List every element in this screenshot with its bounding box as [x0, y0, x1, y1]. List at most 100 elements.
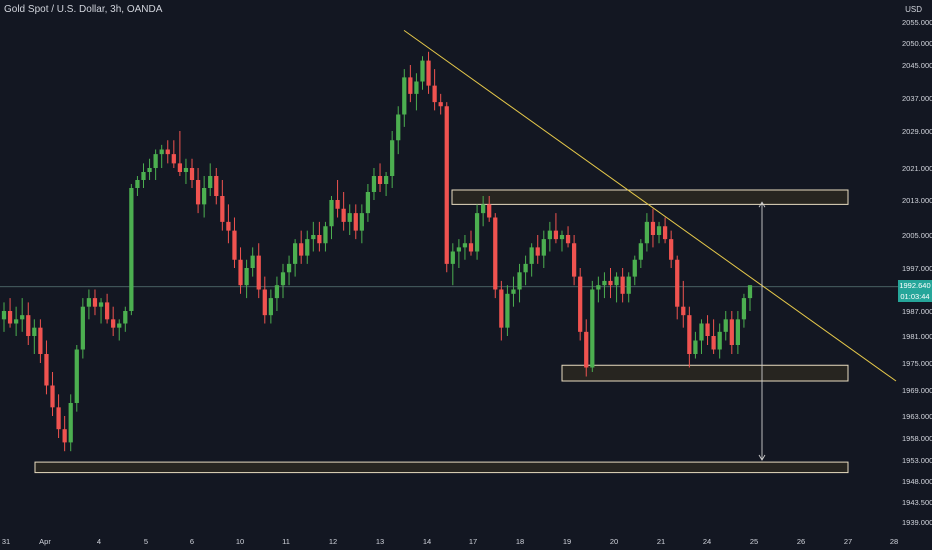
candle-body	[444, 106, 449, 264]
y-tick-label: 2013.000	[902, 196, 932, 205]
x-tick-label: 26	[797, 537, 805, 546]
projection-arrow-head-top	[758, 201, 766, 208]
trendline	[403, 29, 897, 382]
candle-body	[420, 60, 425, 82]
candle-body	[559, 235, 565, 240]
candle-body	[650, 221, 656, 235]
zone-support	[561, 364, 849, 382]
candle-body	[299, 243, 304, 256]
candle-body	[14, 319, 19, 324]
candle-body	[620, 276, 625, 294]
candle-body	[268, 298, 273, 316]
candle-body	[80, 306, 85, 350]
candle-body	[32, 327, 37, 336]
candle-body	[165, 149, 170, 155]
x-tick-label: 10	[236, 537, 244, 546]
candle-body	[123, 311, 128, 324]
x-tick-label: 18	[516, 537, 524, 546]
candle-body	[159, 149, 164, 155]
candle-body	[50, 385, 55, 408]
candle-body	[681, 306, 686, 316]
x-tick-label: 27	[844, 537, 852, 546]
candle-body	[711, 336, 716, 350]
candle-body	[462, 243, 468, 248]
candle-body	[104, 302, 110, 320]
candle-body	[565, 235, 571, 244]
candle-body	[68, 403, 73, 443]
y-tick-label: 2055.000	[902, 18, 932, 27]
x-tick-label: 28	[890, 537, 898, 546]
candle-body	[280, 272, 286, 286]
candle-body	[675, 259, 680, 307]
candle-body	[414, 81, 419, 94]
zone-target	[34, 461, 849, 474]
candle-body	[220, 196, 225, 222]
candle-body	[1, 311, 7, 320]
candle-body	[335, 200, 340, 209]
candle-body	[38, 327, 43, 354]
x-tick-label: 19	[563, 537, 571, 546]
candle-body	[602, 280, 607, 286]
candle-body	[656, 226, 662, 235]
y-tick-label: 2045.000	[902, 61, 932, 70]
y-tick-label: 1963.000	[902, 412, 932, 421]
x-tick-label: 21	[657, 537, 665, 546]
candle-body	[499, 289, 504, 328]
candle-body	[292, 243, 298, 264]
candle-body	[62, 429, 67, 443]
candle-body	[438, 102, 443, 107]
x-tick-label: 20	[610, 537, 618, 546]
x-tick-label: 11	[282, 537, 290, 546]
candle-body	[614, 276, 619, 286]
candle-body	[505, 293, 510, 328]
candle-body	[468, 243, 474, 252]
y-tick-label: 1958.000	[902, 434, 932, 443]
candle-body	[687, 315, 692, 354]
y-tick-label: 1975.000	[902, 359, 932, 368]
candle-body	[141, 172, 146, 180]
x-tick-label: 24	[703, 537, 711, 546]
candle-body	[111, 319, 116, 328]
candle-body	[450, 251, 455, 264]
candle-body	[456, 247, 462, 252]
candle-body	[747, 285, 753, 299]
candle-body	[135, 180, 140, 188]
candle-body	[590, 289, 595, 368]
chart-title: Gold Spot / U.S. Dollar, 3h, OANDA	[4, 4, 163, 15]
candle-body	[493, 217, 498, 290]
candle-body	[195, 180, 201, 205]
candle-body	[44, 354, 49, 386]
candle-body	[426, 60, 431, 86]
candle-body	[735, 319, 740, 345]
candle-body	[408, 77, 413, 94]
candle-body	[669, 239, 674, 260]
candle-body	[202, 188, 207, 205]
x-tick-label: 25	[750, 537, 758, 546]
candle-body	[517, 272, 522, 290]
candle-body	[396, 114, 401, 141]
candle-body	[274, 285, 280, 299]
candle-body	[153, 154, 158, 168]
x-tick-label: 17	[469, 537, 477, 546]
candle-body	[359, 213, 364, 231]
candle-body	[529, 247, 534, 264]
candle-body	[608, 280, 613, 286]
candle-body	[26, 315, 31, 336]
candle-body	[390, 140, 395, 176]
candle-body	[232, 230, 237, 260]
x-tick-label: 12	[329, 537, 337, 546]
candle-body	[86, 298, 92, 307]
candle-body	[371, 176, 377, 192]
x-tick-label: Apr	[39, 537, 51, 546]
candle-body	[432, 85, 437, 103]
candle-body	[214, 176, 219, 196]
candle-body	[547, 230, 552, 240]
candle-body	[92, 298, 98, 307]
candle-body	[7, 311, 13, 324]
candle-body	[693, 340, 698, 354]
candle-body	[250, 255, 255, 268]
candle-body	[644, 221, 650, 244]
projection-arrow-head-bottom	[758, 454, 766, 461]
x-tick-label: 6	[190, 537, 194, 546]
